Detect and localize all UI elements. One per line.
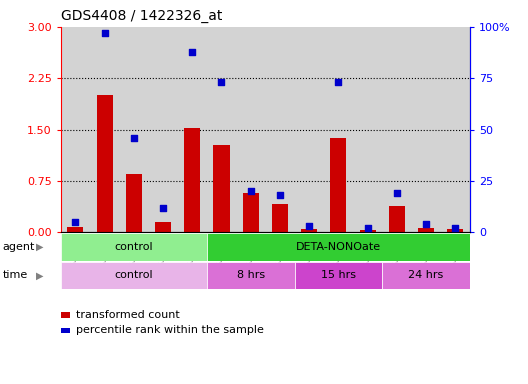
Text: GDS4408 / 1422326_at: GDS4408 / 1422326_at <box>61 9 222 23</box>
Bar <box>243 193 259 232</box>
Bar <box>155 222 171 232</box>
Text: agent: agent <box>3 242 35 252</box>
Point <box>129 135 138 141</box>
Point <box>100 30 109 36</box>
Bar <box>331 138 346 232</box>
Point <box>393 190 401 196</box>
Bar <box>207 233 470 261</box>
Bar <box>61 233 207 261</box>
Bar <box>301 229 317 232</box>
Point <box>159 205 167 211</box>
Bar <box>126 174 142 232</box>
Point <box>334 79 343 85</box>
Text: transformed count: transformed count <box>76 310 179 320</box>
Text: ▶: ▶ <box>36 242 43 252</box>
Bar <box>360 230 375 232</box>
Bar <box>184 128 200 232</box>
Text: control: control <box>115 270 153 280</box>
Text: ▶: ▶ <box>36 270 43 280</box>
Point <box>276 192 284 199</box>
Bar <box>61 262 207 289</box>
Point <box>451 225 459 231</box>
Text: 24 hrs: 24 hrs <box>409 270 444 280</box>
Text: 8 hrs: 8 hrs <box>237 270 265 280</box>
Bar <box>418 228 434 232</box>
Text: 15 hrs: 15 hrs <box>321 270 356 280</box>
Bar <box>272 204 288 232</box>
Point <box>422 221 430 227</box>
Point <box>71 219 80 225</box>
Bar <box>213 146 230 232</box>
Text: DETA-NONOate: DETA-NONOate <box>296 242 381 252</box>
Bar <box>382 262 470 289</box>
Text: control: control <box>115 242 153 252</box>
Bar <box>295 262 382 289</box>
Point <box>363 225 372 231</box>
Text: time: time <box>3 270 28 280</box>
Bar <box>447 229 464 232</box>
Point <box>305 223 314 229</box>
Point <box>188 48 196 55</box>
Bar <box>97 95 112 232</box>
Text: percentile rank within the sample: percentile rank within the sample <box>76 326 263 336</box>
Bar <box>207 262 295 289</box>
Point <box>247 188 255 194</box>
Bar <box>389 206 405 232</box>
Bar <box>67 227 83 232</box>
Point <box>217 79 225 85</box>
